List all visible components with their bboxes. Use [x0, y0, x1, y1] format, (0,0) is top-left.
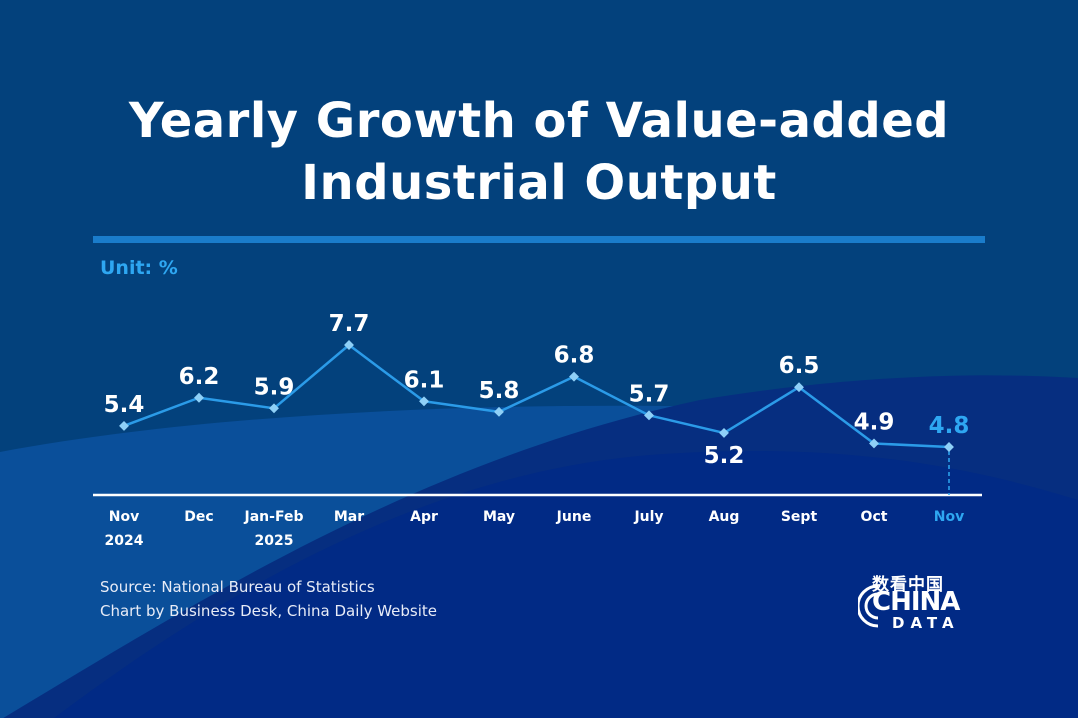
- data-label: 4.9: [854, 409, 895, 435]
- x-tick-label: 2024: [105, 533, 144, 549]
- chart-title-line-1: Yearly Growth of Value-added: [128, 93, 950, 149]
- data-point-marker: [269, 403, 279, 414]
- credit-note: Chart by Business Desk, China Daily Webs…: [100, 602, 438, 620]
- signal-arcs-icon: [858, 584, 879, 628]
- x-tick-label: Dec: [184, 509, 213, 525]
- logo-data-text: DATA: [892, 614, 960, 632]
- data-point-marker: [719, 427, 729, 438]
- x-tick-label: June: [556, 509, 592, 525]
- data-label: 5.9: [254, 374, 295, 400]
- data-point-marker: [869, 438, 879, 449]
- x-tick-label: Sept: [781, 509, 818, 525]
- data-label: 5.8: [479, 378, 520, 404]
- data-labels: 5.4 6.2 5.9 7.7 6.1 5.8 6.8 5.7 5.2 6.5 4.9 4.8: [104, 311, 970, 469]
- x-tick-label: Oct: [861, 509, 888, 525]
- x-tick-label: Nov: [109, 509, 139, 525]
- data-point-marker: [644, 410, 654, 421]
- data-point-marker: [569, 371, 579, 382]
- logo-china-text: CHINA: [872, 587, 960, 617]
- data-point-marker: [944, 442, 954, 452]
- data-label: 5.4: [104, 392, 145, 418]
- x-tick-label: Aug: [709, 509, 740, 525]
- data-label: 6.2: [179, 364, 220, 390]
- data-point-marker: [419, 396, 429, 407]
- x-tick-label: Mar: [334, 509, 364, 525]
- data-markers: [119, 340, 954, 452]
- data-point-marker: [494, 406, 504, 417]
- x-tick-label: Nov: [934, 509, 964, 525]
- background-wave-base: [0, 451, 1078, 718]
- x-tick-label: July: [633, 509, 663, 525]
- data-label: 4.8: [929, 413, 970, 439]
- x-tick-label: May: [483, 509, 515, 525]
- data-label: 5.2: [704, 443, 745, 469]
- data-point-marker: [344, 340, 354, 350]
- x-tick-label: Apr: [410, 509, 438, 525]
- chart-title-line-2: Industrial Output: [301, 155, 777, 211]
- logo-chinese-text: 数看中国: [872, 575, 944, 595]
- data-point-marker: [119, 420, 129, 431]
- data-point-marker: [794, 382, 804, 393]
- x-tick-label: Jan-Feb: [244, 509, 304, 525]
- data-label: 7.7: [329, 311, 370, 337]
- unit-label: Unit: %: [100, 257, 178, 279]
- data-label: 6.8: [554, 343, 595, 369]
- x-tick-labels: Nov 2024 Dec Jan-Feb 2025 Mar Apr May June July Au…: [105, 509, 965, 549]
- data-point-marker: [194, 392, 204, 403]
- data-label: 6.5: [779, 353, 820, 379]
- x-tick-label: 2025: [255, 533, 294, 549]
- title-divider: [93, 236, 985, 243]
- china-data-logo: 数看中国 CHINA DATA: [858, 570, 980, 632]
- data-label: 6.1: [404, 367, 445, 393]
- data-label: 5.7: [629, 381, 670, 407]
- source-note: Source: National Bureau of Statistics: [100, 578, 375, 596]
- series-line: [123, 343, 950, 449]
